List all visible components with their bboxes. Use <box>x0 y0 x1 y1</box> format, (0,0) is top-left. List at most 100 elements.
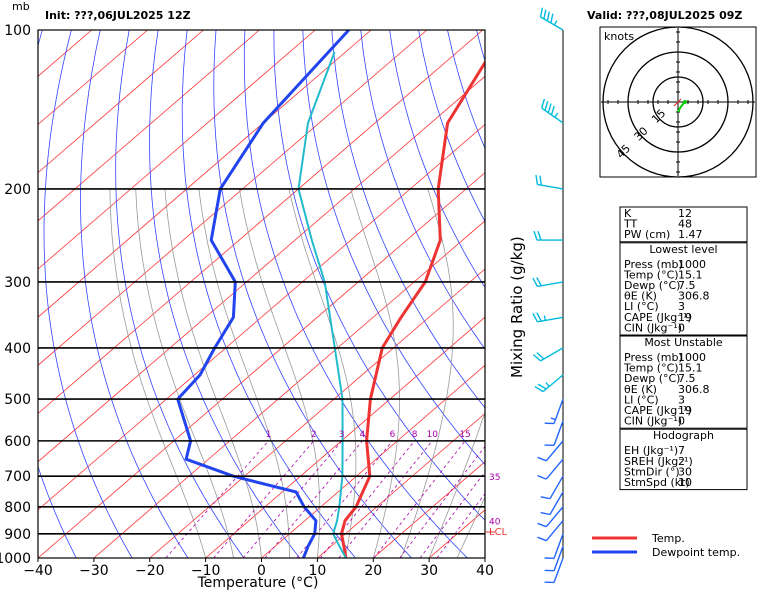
mixing-ratio-line <box>165 440 269 558</box>
index-name: K <box>624 207 632 220</box>
mixing-ratio-label: 6 <box>390 430 396 440</box>
wind-barb-half-flag <box>543 315 546 321</box>
dry-adiabat-line <box>115 30 245 558</box>
index-value: 48 <box>678 218 692 231</box>
wind-barb-flag <box>540 511 551 516</box>
pressure-tick-label: 1000 <box>0 551 31 567</box>
indices-box-lowest <box>619 242 748 336</box>
index-value: 19 <box>678 404 692 417</box>
mixing-ratio-line <box>419 471 485 558</box>
wind-barb-flag <box>544 101 549 111</box>
dry-adiabat-line <box>213 30 412 558</box>
wind-barb-flag <box>532 354 541 362</box>
index-value: 0 <box>678 415 685 428</box>
wind-barb-staff <box>549 475 564 500</box>
isotherm-line <box>38 30 484 415</box>
wind-barb-staff <box>549 491 564 515</box>
temperature-tick-label: −40 <box>23 563 53 579</box>
wind-barb-half-flag <box>553 20 558 26</box>
mixing-ratio-line <box>338 440 433 558</box>
mixing-ratio-label: 4 <box>360 430 366 440</box>
index-name: SREH (Jkg⁻¹) <box>624 455 693 468</box>
index-name: Temp (°C) <box>623 268 679 281</box>
wind-barb-staff <box>553 545 564 571</box>
moist-adiabat-line <box>135 188 234 558</box>
moist-adiabat-line <box>400 188 454 558</box>
isotherm-line <box>38 30 428 366</box>
wind-barb-flag <box>537 230 542 241</box>
pressure-unit-label: mb <box>12 0 30 13</box>
wind-barb-flag <box>537 522 547 528</box>
index-name: LI (°C) <box>624 300 659 313</box>
temperature-tick-label: 40 <box>476 563 494 579</box>
index-value: 2 <box>678 455 685 468</box>
skewt-grid <box>38 30 485 558</box>
index-value: 10 <box>678 476 692 489</box>
index-value: 3 <box>678 393 685 406</box>
index-name: Dewp (°C) <box>624 279 680 292</box>
isotherm-line <box>38 30 204 174</box>
mixing-ratio-line <box>399 445 485 558</box>
wind-barb-staff <box>540 347 564 362</box>
wind-barb-staff <box>545 458 564 480</box>
wind-barb-staff <box>537 316 564 323</box>
wind-barb-flag <box>539 175 542 186</box>
index-value: 0 <box>678 321 685 334</box>
wind-barb-flag <box>537 536 547 542</box>
index-value: 1.47 <box>678 228 703 241</box>
temperature-tick-label: 10 <box>308 563 326 579</box>
temperature-tick-label: 0 <box>257 563 266 579</box>
index-value: 1000 <box>678 258 706 271</box>
index-section-title: Lowest level <box>649 243 717 256</box>
wind-barb-flag <box>537 474 547 480</box>
index-name: θE (K) <box>624 383 657 396</box>
pressure-tick-label: 700 <box>4 469 31 485</box>
wind-barb-flag <box>550 13 554 24</box>
dry-adiabat-line <box>243 30 468 558</box>
pressure-tick-label: 500 <box>4 392 31 408</box>
legend: Temp. Dewpoint temp. <box>592 532 740 559</box>
legend-dewpoint-label: Dewpoint temp. <box>652 546 740 559</box>
wind-barb-flag <box>532 313 539 323</box>
wind-barb-flag <box>536 312 542 322</box>
mixing-ratio-label: 15 <box>459 430 470 440</box>
index-section-title: Most Unstable <box>644 336 723 349</box>
isotherm-line <box>372 461 485 558</box>
dry-adiabat-line <box>360 30 485 350</box>
dry-adiabat-line <box>331 30 485 409</box>
indices-box-top <box>619 206 748 243</box>
pressure-tick-label: 400 <box>4 341 31 357</box>
index-name: CIN (Jkg⁻¹) <box>624 415 682 428</box>
pressure-tick-label: 200 <box>4 182 31 198</box>
init-time-label: Init: ???,06JUL2025 12Z <box>45 9 191 22</box>
dry-adiabat-line <box>273 30 485 521</box>
index-name: CIN (Jkg⁻¹) <box>624 321 682 334</box>
wind-barb-half-flag <box>545 382 550 387</box>
temperature-tick-label: 20 <box>364 563 382 579</box>
valid-time-label: Valid: ???,08JUL2025 09Z <box>587 9 742 22</box>
hodograph-point <box>683 100 687 104</box>
wind-barb-staff <box>540 16 564 31</box>
storm-motion-marker <box>673 98 682 107</box>
lcl-label: LCL <box>489 527 508 538</box>
wind-barb-staff <box>553 533 564 559</box>
index-name: Press (mb) <box>624 258 683 271</box>
dry-adiabat-line <box>80 30 189 558</box>
wind-barb-flag <box>537 383 547 390</box>
index-name: Temp (°C) <box>623 362 679 375</box>
moist-adiabat-line <box>456 496 485 558</box>
wind-barb-flag <box>532 277 539 287</box>
dry-adiabat-line <box>181 30 356 558</box>
dry-adiabat-line <box>43 30 133 558</box>
mixing-ratio-label: 1 <box>266 430 272 440</box>
isotherm-line <box>38 172 485 558</box>
mixing-ratio-label: 10 <box>426 430 438 440</box>
dry-adiabat-line <box>149 30 301 558</box>
pressure-tick-labels: 100 200 300 400 500 600 700 800 900 1000 <box>0 23 31 567</box>
index-name: StmSpd (kt) <box>624 476 690 489</box>
temperature-tick-label: −10 <box>191 563 221 579</box>
x-axis-label: Temperature (°C) <box>197 575 319 591</box>
isobar-lines <box>38 188 485 535</box>
isotherm-line <box>317 412 485 558</box>
isotherm-line <box>93 220 485 558</box>
